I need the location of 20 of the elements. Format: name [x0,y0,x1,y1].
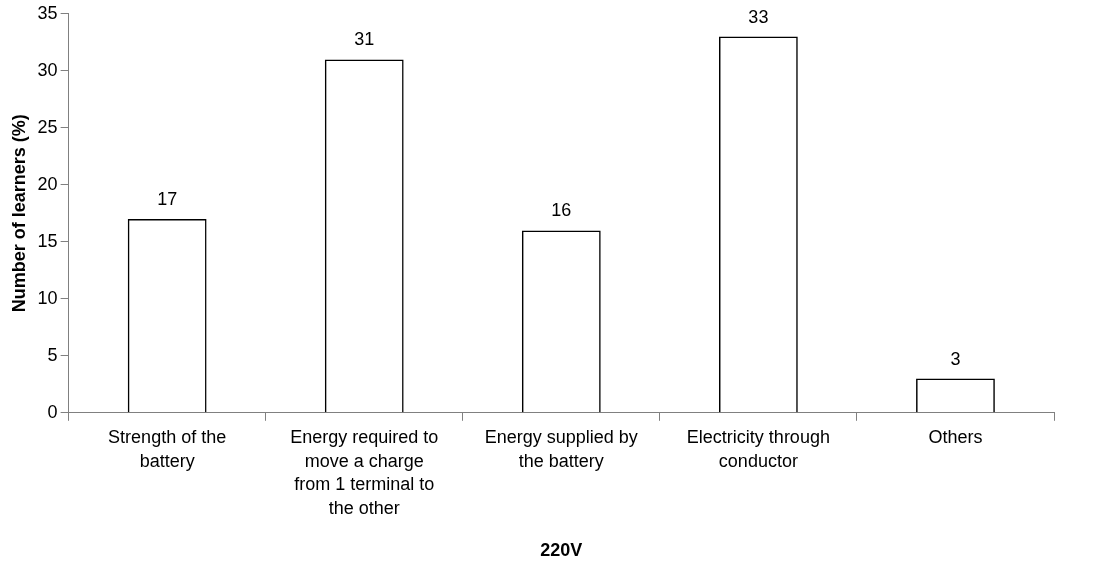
y-tick-label: 25 [37,116,58,137]
y-tick-label: 35 [37,2,58,23]
data-label: 33 [748,6,769,27]
x-tick-label: Electricity through conductor [686,427,830,471]
x-tick-label: Energy supplied by the battery [484,427,638,471]
data-label: 3 [950,348,961,369]
y-tick-label: 30 [37,59,58,80]
y-axis-title: Number of learners (%) [8,114,29,313]
x-tick-label: Energy required to move a charge from 1 terminal to the other [290,427,439,518]
x-tick-label: Strength of the battery [108,427,227,471]
y-tick-label: 0 [47,401,58,422]
data-label: 31 [354,29,375,50]
x-axis-title: 220V [540,540,583,561]
y-tick-label: 15 [37,230,58,251]
x-tick-label: Others [928,427,983,448]
y-tick-label: 10 [37,287,58,308]
data-label: 16 [551,200,572,221]
y-tick-label: 5 [47,344,58,365]
y-tick-label: 20 [37,173,58,194]
data-label: 17 [157,188,178,209]
